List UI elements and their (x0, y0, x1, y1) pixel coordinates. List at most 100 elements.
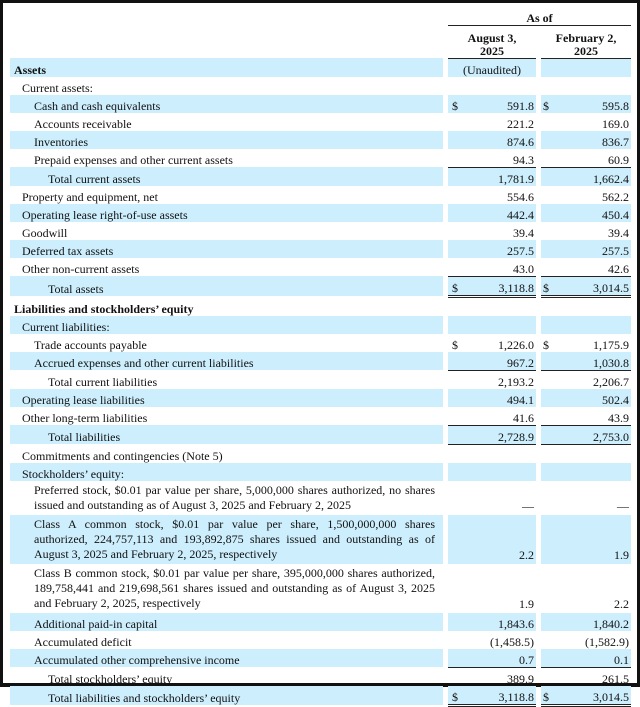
currency-symbol (448, 388, 466, 407)
value-august-3-2025: 389.9 (507, 671, 534, 686)
currency-symbol (541, 388, 557, 407)
value-february-2-2025 (557, 296, 631, 316)
currency-symbol (448, 77, 466, 95)
currency-symbol (541, 406, 557, 426)
table-row: Class A common stock, $0.01 par value pe… (10, 514, 631, 564)
unaudited-label: (Unaudited) (448, 58, 536, 77)
row-label: Inventories (10, 130, 443, 149)
table-row: Cash and cash equivalents $591.8 $595.8 (10, 94, 631, 113)
currency-symbol (541, 648, 557, 668)
currency-symbol (541, 222, 557, 240)
currency-symbol (448, 239, 466, 258)
value-august-3-2025: 967.2 (466, 351, 536, 371)
value-august-3-2025: 494.1 (466, 388, 536, 407)
currency-symbol (448, 148, 466, 168)
row-label: Class A common stock, $0.01 par value pe… (10, 514, 443, 564)
table-row: Preferred stock, $0.01 par value per sha… (10, 481, 631, 515)
currency-symbol (448, 462, 466, 481)
value-august-3-2025: 39.4 (513, 225, 534, 240)
currency-symbol (448, 444, 466, 463)
table-row: Total liabilities and stockholders’ equi… (10, 685, 631, 707)
value-august-3-2025: 1.9 (519, 596, 534, 611)
row-label: Deferred tax assets (10, 239, 443, 258)
currency-symbol: $ (448, 94, 466, 113)
row-label: Property and equipment, net (22, 189, 158, 204)
row-label: Goodwill (22, 225, 68, 240)
value-august-3-2025: 221.2 (507, 116, 534, 131)
value-february-2-2025: 836.7 (557, 130, 631, 149)
value-february-2-2025: 257.5 (557, 239, 631, 258)
currency-symbol (448, 130, 466, 149)
row-label: Operating lease liabilities (10, 388, 443, 407)
row-label: Total liabilities (10, 425, 443, 444)
as-of-header: As of (448, 7, 631, 26)
currency-symbol: $ (541, 685, 557, 707)
row-label: Commitments and contingencies (Note 5) (22, 448, 223, 463)
value-february-2-2025: 42.6 (557, 257, 631, 277)
table-row: Deferred tax assets 257.5 257.5 (10, 239, 631, 258)
row-label: Liabilities and stockholders’ equity (14, 301, 194, 316)
currency-symbol (541, 113, 557, 131)
currency-symbol (541, 514, 557, 564)
currency-symbol (541, 564, 557, 613)
row-label: Additional paid-in capital (10, 612, 443, 631)
table-row: Total current liabilities 2,193.2 2,206.7 (10, 370, 631, 389)
value-february-2-2025: 2,206.7 (593, 374, 629, 389)
currency-symbol (541, 462, 557, 481)
table-row: Other non-current assets 43.0 42.6 (10, 257, 631, 277)
table-row: Current liabilities: (10, 315, 631, 334)
currency-symbol (448, 222, 466, 240)
value-february-2-2025: 1,030.8 (557, 351, 631, 371)
row-label: Class B common stock, $0.01 par value pe… (34, 565, 435, 610)
value-february-2-2025: — (617, 498, 629, 513)
table-row: Assets (Unaudited) (10, 58, 631, 77)
table-row: Inventories 874.6 836.7 (10, 130, 631, 149)
currency-symbol: $ (543, 337, 549, 352)
value-february-2-2025: 3,014.5 (557, 276, 631, 298)
currency-symbol (541, 239, 557, 258)
value-february-2-2025 (557, 77, 631, 95)
table-row: Accumulated deficit (1,458.5) (1,582.9) (10, 631, 631, 649)
currency-symbol: $ (541, 276, 557, 298)
value-august-3-2025: 1,781.9 (466, 167, 536, 186)
row-label: Total liabilities and stockholders’ equi… (10, 685, 443, 705)
currency-symbol (541, 296, 557, 316)
currency-symbol (541, 667, 557, 686)
table-row: Stockholders’ equity: (10, 462, 631, 481)
table-row: Current assets: (10, 77, 631, 95)
row-label: Other non-current assets (22, 262, 140, 276)
currency-symbol (541, 130, 557, 149)
value-august-3-2025: 3,118.8 (466, 685, 536, 707)
value-august-3-2025 (466, 444, 536, 463)
table-row: Operating lease right-of-use assets 442.4… (10, 203, 631, 222)
table-row: Accounts receivable 221.2 169.0 (10, 113, 631, 131)
table-row: Liabilities and stockholders’ equity (10, 296, 631, 316)
balance-sheet-table: As of August 3, 2025 February 2, 2025 As… (10, 7, 631, 707)
value-august-3-2025: 442.4 (466, 203, 536, 222)
value-february-2-2025: 2,753.0 (557, 425, 631, 445)
currency-symbol (541, 631, 557, 649)
value-august-3-2025: 2,193.2 (498, 374, 534, 389)
value-february-2-2025: 261.5 (602, 671, 629, 686)
currency-symbol (448, 167, 466, 186)
value-august-3-2025: 554.6 (507, 189, 534, 204)
currency-symbol (541, 77, 557, 95)
table-row: Accrued expenses and other current liabi… (10, 351, 631, 371)
value-august-3-2025: 0.7 (466, 648, 536, 668)
currency-symbol (541, 351, 557, 371)
currency-symbol (541, 370, 557, 389)
currency-symbol (541, 612, 557, 631)
currency-symbol (448, 564, 466, 613)
row-label: Trade accounts payable (34, 337, 147, 352)
row-label: Current liabilities: (10, 315, 443, 334)
value-february-2-2025: 595.8 (557, 94, 631, 113)
value-august-3-2025 (466, 315, 536, 334)
row-label: Total stockholders’ equity (48, 671, 173, 686)
currency-symbol (541, 481, 557, 515)
row-label: Stockholders’ equity: (10, 462, 443, 481)
currency-symbol: $ (448, 685, 466, 707)
value-february-2-2025 (557, 462, 631, 481)
currency-symbol (541, 425, 557, 445)
row-label: Accrued expenses and other current liabi… (10, 351, 443, 370)
